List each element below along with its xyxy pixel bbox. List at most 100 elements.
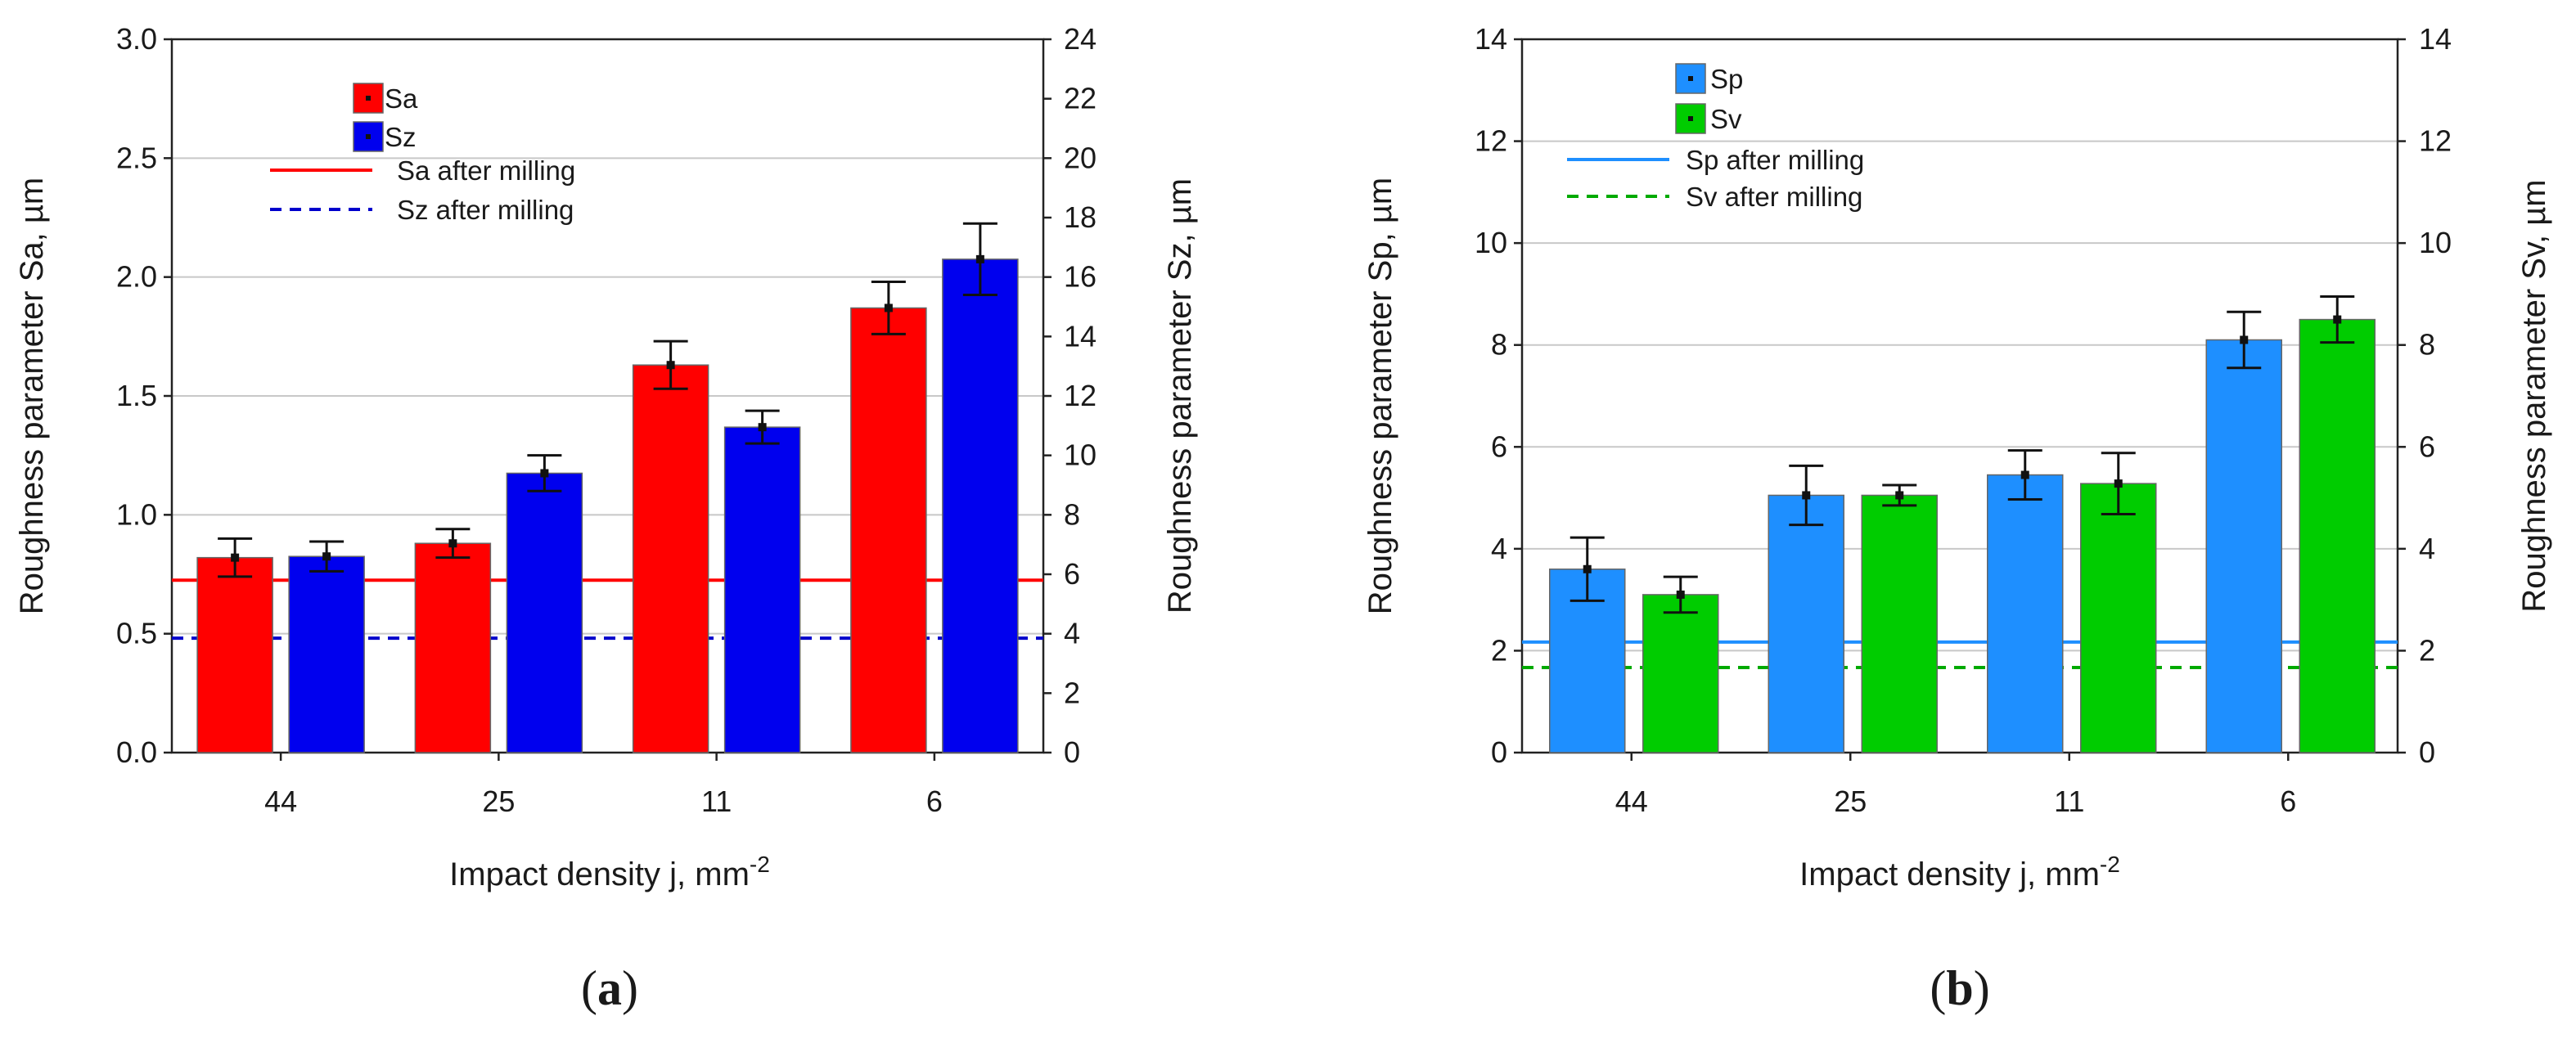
bar-sv bbox=[1861, 494, 1938, 753]
y-left-tick-label: 1.0 bbox=[116, 497, 157, 531]
x-tick-label: 44 bbox=[1615, 785, 1648, 818]
x-axis-title-superscript: -2 bbox=[2100, 852, 2120, 877]
bar-sp bbox=[1987, 474, 2064, 753]
x-axis-title-superscript: -2 bbox=[750, 852, 770, 877]
y-right-tick-label: 6 bbox=[2419, 429, 2435, 463]
bar-sv bbox=[2080, 483, 2157, 753]
y-right-tick-label: 0 bbox=[2419, 735, 2435, 769]
panel-label-open: ( bbox=[581, 961, 597, 1015]
y-right-tick-label: 2 bbox=[1064, 676, 1080, 709]
x-tick-label: 11 bbox=[2054, 785, 2084, 818]
y-right-axis-title: Roughness parameter Sv, µm bbox=[2516, 179, 2552, 612]
x-axis-title-main: Impact density j, mm bbox=[449, 856, 750, 892]
legend-swatch-sa bbox=[353, 83, 384, 114]
y-left-tick-label: 14 bbox=[1475, 22, 1507, 56]
y-right-tick-label: 16 bbox=[1064, 260, 1097, 294]
mean-marker bbox=[884, 303, 893, 312]
x-tick-label: 25 bbox=[1834, 785, 1867, 818]
bar-sv bbox=[2299, 318, 2376, 753]
mean-marker bbox=[1676, 590, 1685, 599]
legend-label-sv: Sv bbox=[1710, 104, 1742, 134]
y-left-tick-label: 2.0 bbox=[116, 260, 157, 294]
mean-marker bbox=[540, 469, 549, 478]
y-right-tick-label: 6 bbox=[1064, 557, 1080, 591]
y-right-tick-label: 20 bbox=[1064, 141, 1097, 174]
y-left-tick-label: 12 bbox=[1475, 124, 1507, 158]
panel-label-letter: b bbox=[1946, 961, 1973, 1015]
x-tick-label: 44 bbox=[264, 785, 297, 818]
mean-marker bbox=[448, 539, 457, 548]
legend-label-sa: Sa bbox=[385, 83, 418, 114]
y-right-tick-label: 0 bbox=[1064, 735, 1080, 769]
y-right-tick-label: 2 bbox=[2419, 633, 2435, 667]
panel-label-letter: a bbox=[597, 961, 622, 1015]
plot-frame bbox=[1520, 38, 2399, 754]
bar-sz bbox=[723, 426, 801, 753]
y-right-tick-label: 12 bbox=[2419, 124, 2452, 158]
chart-panel-b: 0 2 4 6 8 10 12 14 0 2 4 6 8 10 12 14 44 25 11 6 Sp Sv Sp afte… bbox=[1362, 22, 2552, 1015]
bar-sz bbox=[506, 472, 583, 753]
bar-sz bbox=[942, 259, 1019, 753]
y-left-tick-label: 0.0 bbox=[116, 735, 157, 769]
y-left-tick-label: 8 bbox=[1491, 328, 1507, 362]
y-left-tick-label: 6 bbox=[1491, 429, 1507, 463]
y-left-axis-title: Roughness parameter Sa, µm bbox=[14, 178, 50, 614]
x-tick-label: 6 bbox=[926, 785, 943, 818]
x-tick-label: 11 bbox=[701, 785, 732, 818]
mean-marker bbox=[2240, 335, 2249, 344]
y-left-tick-label: 0 bbox=[1491, 735, 1507, 769]
legend-swatch-marker bbox=[366, 96, 371, 101]
y-right-tick-label: 12 bbox=[1064, 379, 1097, 412]
x-tick-label: 6 bbox=[2280, 785, 2296, 818]
mean-marker bbox=[1583, 564, 1592, 573]
y-left-tick-label: 0.5 bbox=[116, 617, 157, 650]
y-right-tick-label: 14 bbox=[1064, 319, 1097, 353]
bar-sa bbox=[632, 364, 709, 753]
legend-label-sp: Sp bbox=[1710, 64, 1743, 94]
legend-swatch-sp bbox=[1675, 63, 1706, 94]
x-axis-title: Impact density j, mm-2 bbox=[1799, 852, 2120, 892]
y-left-tick-label: 4 bbox=[1491, 532, 1507, 565]
y-right-tick-label: 10 bbox=[2419, 226, 2452, 259]
panel-label-close: ) bbox=[1974, 961, 1990, 1015]
y-left-axis-title: Roughness parameter Sp, µm bbox=[1362, 178, 1398, 614]
legend-swatch-marker bbox=[1688, 116, 1693, 121]
legend-label-sz: Sz bbox=[385, 122, 417, 152]
bar-sa bbox=[196, 556, 273, 753]
panel-label-open: ( bbox=[1930, 961, 1946, 1015]
mean-marker bbox=[322, 552, 331, 561]
x-tick-label: 25 bbox=[482, 785, 515, 818]
mean-marker bbox=[1895, 491, 1904, 500]
legend-label-sp-after-milling: Sp after milling bbox=[1686, 145, 1864, 175]
mean-marker bbox=[2020, 470, 2029, 479]
chart-panel-a: 0.00.51.01.52.02.53.00246810121416182022… bbox=[14, 22, 1198, 1015]
mean-marker bbox=[758, 423, 767, 432]
y-left-tick-label: 2.5 bbox=[116, 141, 157, 174]
y-left-tick-label: 3.0 bbox=[116, 22, 157, 56]
y-right-tick-label: 8 bbox=[1064, 497, 1080, 531]
mean-marker bbox=[1802, 491, 1811, 500]
legend-swatch-marker bbox=[1688, 76, 1693, 81]
bar-sp bbox=[1768, 494, 1844, 753]
bar-sp bbox=[2205, 339, 2282, 753]
y-right-tick-label: 18 bbox=[1064, 200, 1097, 234]
legend-label-sz-after-milling: Sz after milling bbox=[397, 195, 574, 225]
mean-marker bbox=[2114, 479, 2123, 488]
y-right-tick-label: 4 bbox=[2419, 532, 2435, 565]
x-axis-title: Impact density j, mm-2 bbox=[449, 852, 770, 892]
y-right-tick-label: 8 bbox=[2419, 328, 2435, 362]
x-axis-title-main: Impact density j, mm bbox=[1799, 856, 2100, 892]
legend-swatch-marker bbox=[366, 134, 371, 139]
legend-label-sv-after-milling: Sv after milling bbox=[1686, 182, 1862, 212]
mean-marker bbox=[231, 553, 240, 562]
y-right-axis-title: Roughness parameter Sz, µm bbox=[1162, 178, 1198, 614]
mean-marker bbox=[975, 254, 984, 263]
panel-label: (b) bbox=[1930, 961, 1989, 1015]
y-right-tick-label: 10 bbox=[1064, 438, 1097, 472]
panel-label: (a) bbox=[581, 961, 638, 1015]
y-right-tick-label: 4 bbox=[1064, 617, 1080, 650]
y-left-tick-label: 1.5 bbox=[116, 379, 157, 412]
legend-label-sa-after-milling: Sa after milling bbox=[397, 155, 575, 186]
mean-marker bbox=[2333, 315, 2342, 324]
